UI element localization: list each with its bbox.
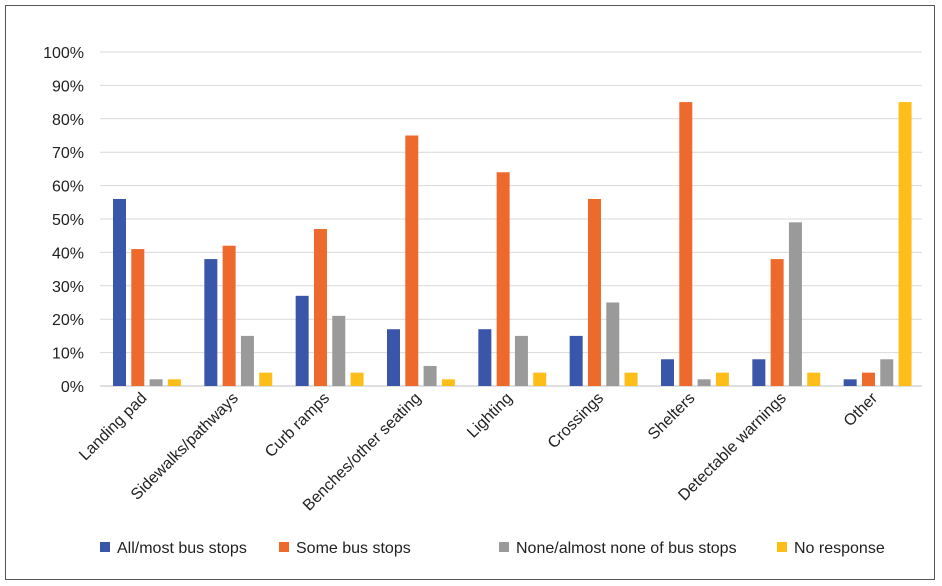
- legend-swatch: [777, 542, 787, 552]
- bar: [752, 359, 766, 386]
- bar: [405, 135, 419, 386]
- bar: [715, 372, 729, 386]
- x-tick-label: Curb ramps: [262, 390, 333, 461]
- bar: [606, 302, 620, 386]
- bar: [898, 102, 912, 386]
- bar: [697, 379, 711, 386]
- y-tick-label: 70%: [52, 145, 84, 162]
- y-axis-ticks: 0% 10% 20% 30% 40% 50% 60% 70% 80% 90% 100%: [43, 45, 84, 396]
- bar: [167, 379, 181, 386]
- bar: [679, 102, 693, 386]
- legend-label: Some bus stops: [296, 540, 411, 557]
- y-tick-label: 90%: [52, 78, 84, 95]
- bar: [788, 222, 802, 386]
- y-tick-label: 50%: [52, 212, 84, 229]
- legend-label: None/almost none of bus stops: [516, 540, 737, 557]
- bar: [843, 379, 857, 386]
- y-tick-label: 60%: [52, 179, 84, 196]
- x-tick-label: Crossings: [545, 390, 607, 452]
- y-tick-label: 10%: [52, 346, 84, 363]
- legend-swatch: [499, 542, 509, 552]
- bar: [387, 329, 400, 386]
- legend-swatch: [100, 542, 110, 552]
- legend-swatch: [279, 542, 289, 552]
- y-tick-label: 100%: [43, 45, 84, 62]
- gridlines: [100, 51, 922, 387]
- y-tick-label: 0%: [61, 379, 84, 396]
- bar: [880, 359, 894, 386]
- bar: [131, 249, 145, 386]
- bar: [569, 335, 583, 386]
- bar: [295, 295, 309, 386]
- bar: [496, 172, 510, 386]
- legend-label: All/most bus stops: [117, 540, 247, 557]
- y-tick-label: 20%: [52, 312, 84, 329]
- bar: [624, 372, 638, 386]
- bars: [113, 102, 912, 386]
- x-tick-label: Lighting: [464, 390, 516, 442]
- bar: [332, 315, 346, 386]
- bar: [441, 379, 455, 386]
- bar: [770, 259, 784, 386]
- bar: [113, 198, 126, 386]
- bar: [423, 365, 437, 386]
- x-tick-label: Shelters: [645, 390, 699, 444]
- bar: [533, 372, 547, 386]
- x-tick-label: Landing pad: [76, 390, 150, 464]
- y-tick-label: 30%: [52, 279, 84, 296]
- legend-label: No response: [794, 540, 885, 557]
- y-tick-label: 80%: [52, 112, 84, 129]
- bar: [222, 245, 236, 386]
- bar: [350, 372, 364, 386]
- bar: [807, 372, 821, 386]
- bar: [661, 359, 674, 386]
- y-tick-label: 40%: [52, 245, 84, 262]
- bar: [204, 259, 218, 386]
- legend: All/most bus stops Some bus stops None/alm…: [100, 540, 885, 557]
- bar: [313, 229, 327, 386]
- bar: [514, 335, 528, 386]
- bar: [587, 198, 601, 386]
- bar: [478, 329, 492, 386]
- bar: [240, 335, 254, 386]
- bar: [259, 372, 273, 386]
- bar: [861, 372, 875, 386]
- x-tick-label: Other: [841, 389, 882, 430]
- bar: [149, 379, 163, 386]
